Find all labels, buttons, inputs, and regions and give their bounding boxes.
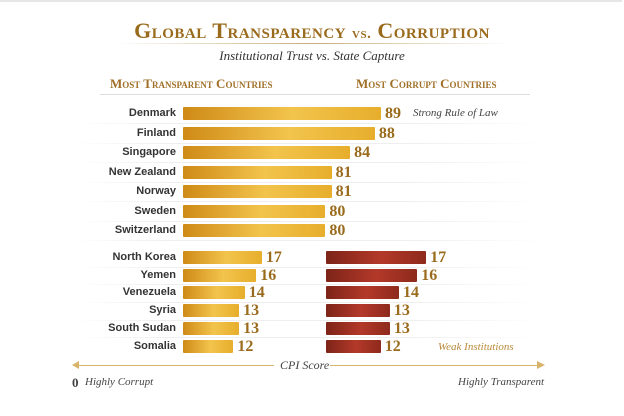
row-separator — [75, 284, 545, 286]
bar-corrupt-gold — [183, 268, 257, 282]
bar-corrupt-red — [326, 304, 390, 318]
value-label: 81 — [335, 163, 352, 181]
row-separator — [75, 266, 545, 268]
value-label: 13 — [243, 319, 260, 337]
axis-line-left — [76, 365, 274, 366]
bar-corrupt-red — [326, 339, 381, 353]
bar-transparent — [183, 165, 332, 179]
header-divider — [100, 94, 530, 95]
country-label: Somalia — [133, 339, 176, 352]
country-label: Venezuela — [122, 286, 176, 299]
row-separator — [75, 319, 545, 321]
value-label: 80 — [329, 222, 346, 239]
row-separator — [75, 220, 545, 222]
row-separator — [75, 142, 545, 144]
value-label: 13 — [243, 302, 260, 320]
bar-corrupt-gold — [183, 286, 245, 300]
bar-corrupt-red — [326, 268, 418, 282]
value-label: 89 — [385, 105, 402, 122]
country-label: Switzerland — [114, 224, 176, 236]
country-label: South Sudan — [108, 321, 176, 334]
bar-transparent — [183, 126, 375, 140]
bar-corrupt-red — [326, 286, 399, 300]
country-label: Singapore — [122, 146, 176, 158]
arrow-right-icon — [537, 361, 545, 369]
title-divider — [115, 43, 510, 44]
value-label: 16 — [260, 266, 277, 284]
value-label: 80 — [329, 202, 346, 220]
row-separator — [75, 240, 545, 241]
value-label-red: 17 — [430, 249, 447, 266]
bar-corrupt-red — [326, 321, 390, 335]
row-separator — [75, 301, 545, 303]
axis-left-label: Highly Corrupt — [85, 376, 154, 388]
row-separator — [75, 201, 545, 202]
axis-line-right — [330, 365, 538, 366]
bar-corrupt-gold — [183, 339, 234, 353]
arrow-left-icon — [72, 361, 79, 369]
country-label: Yemen — [140, 268, 176, 281]
value-label-red: 13 — [393, 319, 410, 337]
country-label: North Korea — [112, 251, 176, 263]
value-label: 17 — [265, 249, 282, 266]
bar-corrupt-gold — [183, 321, 240, 335]
annotation-bottom: Weak Institutions — [438, 341, 514, 353]
header-left: Most Transparent Countries — [110, 76, 273, 91]
bar-transparent — [183, 185, 332, 198]
country-label: Sweden — [134, 204, 176, 217]
chart-subtitle: Institutional Trust vs. State Capture — [219, 48, 405, 63]
chart-title: Global Transparency vs. Corruption — [134, 18, 490, 43]
row-separator — [75, 337, 545, 339]
axis-right-label: Highly Transparent — [458, 376, 545, 388]
row-separator — [75, 181, 545, 183]
country-label: Syria — [149, 304, 176, 317]
bar-transparent — [183, 224, 326, 237]
annotation-top: Strong Rule of Law — [413, 107, 498, 119]
value-label: 12 — [237, 337, 254, 355]
value-label: 14 — [248, 284, 265, 302]
row-separator — [75, 123, 545, 124]
bar-corrupt-gold — [183, 251, 262, 264]
value-label: 88 — [378, 124, 395, 142]
value-label: 81 — [335, 183, 352, 200]
country-label: New Zealand — [108, 165, 176, 178]
bar-transparent — [183, 204, 326, 218]
bar-transparent — [183, 107, 382, 120]
country-label: Finland — [136, 126, 176, 139]
value-label-red: 16 — [421, 266, 438, 284]
value-label-red: 13 — [393, 302, 410, 320]
bar-corrupt-gold — [183, 304, 240, 318]
window-frame — [0, 0, 622, 2]
axis-label: CPI Score — [280, 358, 330, 372]
header-right: Most Corrupt Countries — [356, 76, 497, 91]
country-label: Norway — [136, 185, 176, 197]
axis-min: 0 — [72, 375, 79, 390]
value-label-red: 14 — [403, 284, 419, 302]
value-label: 84 — [354, 144, 371, 161]
country-label: Denmark — [128, 107, 176, 119]
row-separator — [75, 162, 545, 163]
bar-transparent — [183, 146, 351, 159]
bar-corrupt-red — [326, 251, 427, 264]
value-label-red: 12 — [384, 337, 401, 355]
